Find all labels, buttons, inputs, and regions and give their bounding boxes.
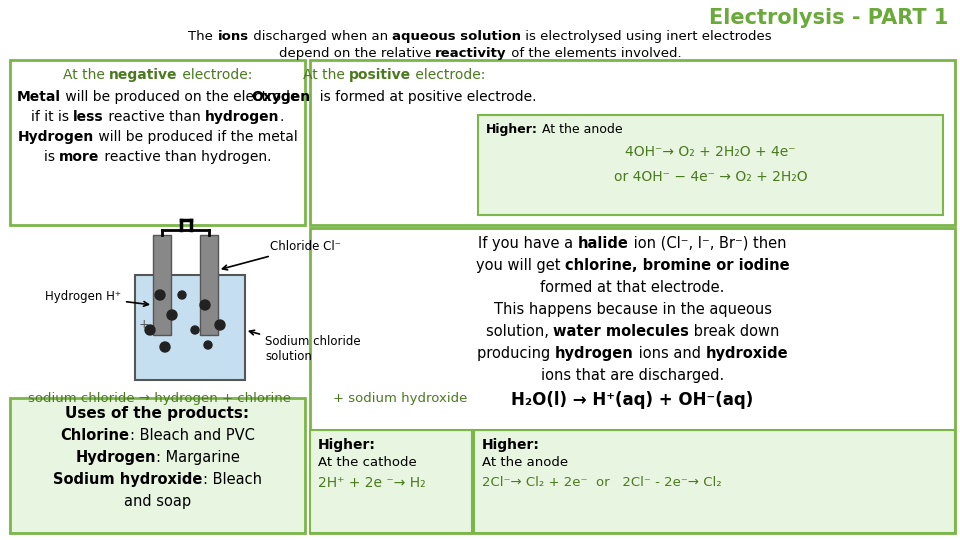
Text: ion (Cl⁻, I⁻, Br⁻) then: ion (Cl⁻, I⁻, Br⁻) then xyxy=(629,236,786,251)
Text: At the: At the xyxy=(63,68,109,82)
FancyBboxPatch shape xyxy=(10,60,305,225)
Circle shape xyxy=(200,300,210,310)
Text: .: . xyxy=(279,110,284,124)
Bar xyxy=(153,235,171,335)
Text: is: is xyxy=(44,150,60,164)
Text: is electrolysed using inert electrodes: is electrolysed using inert electrodes xyxy=(521,30,772,43)
FancyBboxPatch shape xyxy=(310,60,955,225)
Text: If you have a: If you have a xyxy=(478,236,578,251)
Text: Hydrogen H⁺: Hydrogen H⁺ xyxy=(45,290,149,306)
Text: Higher:: Higher: xyxy=(486,123,538,136)
Text: hydrogen: hydrogen xyxy=(205,110,279,124)
Text: Chloride Cl⁻: Chloride Cl⁻ xyxy=(223,240,341,270)
Circle shape xyxy=(215,320,225,330)
Text: break down: break down xyxy=(689,324,780,339)
Text: : Bleach and PVC: : Bleach and PVC xyxy=(130,428,254,443)
FancyBboxPatch shape xyxy=(478,115,943,215)
Text: This happens because in the aqueous: This happens because in the aqueous xyxy=(493,302,772,317)
Text: you will get: you will get xyxy=(475,258,564,273)
Text: producing: producing xyxy=(477,346,555,361)
Text: Higher:: Higher: xyxy=(318,438,376,452)
Text: +: + xyxy=(139,319,150,332)
Text: will be produced if the metal: will be produced if the metal xyxy=(94,130,298,144)
Text: water molecules: water molecules xyxy=(553,324,689,339)
Text: At the anode: At the anode xyxy=(482,456,568,469)
Text: Metal: Metal xyxy=(16,90,60,104)
Text: + sodium hydroxide: + sodium hydroxide xyxy=(333,392,468,405)
Text: The: The xyxy=(188,30,218,43)
Text: sodium chloride → hydrogen + chlorine: sodium chloride → hydrogen + chlorine xyxy=(29,392,292,405)
Text: hydroxide: hydroxide xyxy=(706,346,788,361)
Bar xyxy=(200,235,218,335)
Text: chlorine, bromine or iodine: chlorine, bromine or iodine xyxy=(564,258,789,273)
FancyBboxPatch shape xyxy=(474,430,955,533)
Text: Sodium hydroxide: Sodium hydroxide xyxy=(54,472,203,487)
Text: less: less xyxy=(73,110,104,124)
Text: At the cathode: At the cathode xyxy=(318,456,417,469)
Text: is formed at positive electrode.: is formed at positive electrode. xyxy=(311,90,537,104)
Text: ions and: ions and xyxy=(634,346,706,361)
Text: formed at that electrode.: formed at that electrode. xyxy=(540,280,725,295)
Text: Oxygen: Oxygen xyxy=(252,90,311,104)
Text: reactive than: reactive than xyxy=(104,110,205,124)
FancyBboxPatch shape xyxy=(310,430,472,533)
Text: depend on the relative: depend on the relative xyxy=(278,47,435,60)
Text: 2H⁺ + 2e ⁻→ H₂: 2H⁺ + 2e ⁻→ H₂ xyxy=(318,476,425,490)
FancyBboxPatch shape xyxy=(10,398,305,533)
Circle shape xyxy=(160,342,170,352)
Text: reactivity: reactivity xyxy=(435,47,507,60)
Circle shape xyxy=(191,326,199,334)
Text: more: more xyxy=(60,150,100,164)
Text: electrode:: electrode: xyxy=(178,68,252,82)
Circle shape xyxy=(178,291,186,299)
Text: : Margarine: : Margarine xyxy=(156,450,240,465)
Text: discharged when an: discharged when an xyxy=(249,30,392,43)
Text: Sodium chloride
solution: Sodium chloride solution xyxy=(250,330,361,363)
FancyBboxPatch shape xyxy=(310,228,955,533)
Text: if it is: if it is xyxy=(31,110,73,124)
Text: At the: At the xyxy=(302,68,348,82)
Text: aqueous solution: aqueous solution xyxy=(392,30,521,43)
Text: 2Cl⁻→ Cl₂ + 2e⁻  or   2Cl⁻ - 2e⁻→ Cl₂: 2Cl⁻→ Cl₂ + 2e⁻ or 2Cl⁻ - 2e⁻→ Cl₂ xyxy=(482,476,722,489)
Text: 4OH⁻→ O₂ + 2H₂O + 4e⁻: 4OH⁻→ O₂ + 2H₂O + 4e⁻ xyxy=(625,145,796,159)
Text: and soap: and soap xyxy=(124,494,191,509)
Text: solution,: solution, xyxy=(486,324,553,339)
Text: Higher:: Higher: xyxy=(482,438,540,452)
FancyBboxPatch shape xyxy=(135,275,245,380)
Text: : Bleach: : Bleach xyxy=(203,472,262,487)
Text: Chlorine: Chlorine xyxy=(60,428,130,443)
Text: Hydrogen: Hydrogen xyxy=(75,450,156,465)
Text: ions that are discharged.: ions that are discharged. xyxy=(540,368,724,383)
Circle shape xyxy=(145,325,155,335)
Text: Electrolysis - PART 1: Electrolysis - PART 1 xyxy=(708,8,948,28)
Text: or 4OH⁻ − 4e⁻ → O₂ + 2H₂O: or 4OH⁻ − 4e⁻ → O₂ + 2H₂O xyxy=(613,170,807,184)
Text: Hydrogen: Hydrogen xyxy=(17,130,94,144)
Text: Uses of the products:: Uses of the products: xyxy=(65,406,250,421)
Text: hydrogen: hydrogen xyxy=(555,346,634,361)
Text: reactive than hydrogen.: reactive than hydrogen. xyxy=(100,150,271,164)
Text: halide: halide xyxy=(578,236,629,251)
Text: positive: positive xyxy=(348,68,411,82)
Text: of the elements involved.: of the elements involved. xyxy=(507,47,682,60)
Text: negative: negative xyxy=(109,68,178,82)
Text: will be produced on the electrode: will be produced on the electrode xyxy=(60,90,299,104)
Circle shape xyxy=(204,341,212,349)
Text: H₂O(l) → H⁺(aq) + OH⁻(aq): H₂O(l) → H⁺(aq) + OH⁻(aq) xyxy=(512,391,754,409)
Text: electrode:: electrode: xyxy=(411,68,486,82)
Circle shape xyxy=(155,290,165,300)
Text: ions: ions xyxy=(218,30,249,43)
Text: At the anode: At the anode xyxy=(538,123,622,136)
Circle shape xyxy=(167,310,177,320)
